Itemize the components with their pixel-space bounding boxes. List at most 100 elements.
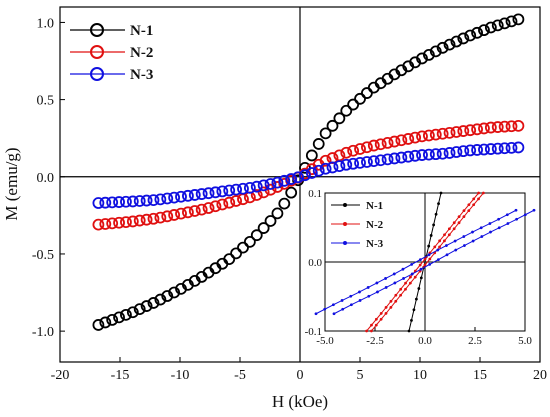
data-point xyxy=(92,218,105,231)
data-point xyxy=(147,212,160,225)
data-point xyxy=(381,153,394,166)
inset-data-point xyxy=(419,276,423,280)
data-point xyxy=(429,45,442,58)
data-point xyxy=(340,104,353,117)
data-point xyxy=(436,147,449,160)
inset-data-point xyxy=(314,312,318,316)
data-point xyxy=(154,211,167,224)
data-point xyxy=(347,157,360,170)
inset-data-point xyxy=(374,323,378,327)
inset-data-point xyxy=(332,312,336,316)
inset-data-point xyxy=(341,307,345,311)
inset-data-point xyxy=(402,277,405,280)
inset-data-point xyxy=(462,215,466,219)
data-point xyxy=(450,126,463,138)
data-point xyxy=(381,137,394,149)
data-point xyxy=(436,127,449,140)
data-point xyxy=(299,169,311,182)
data-point xyxy=(312,138,325,150)
inset-data-point xyxy=(452,221,456,225)
inset-data-point xyxy=(479,226,483,230)
inset-data-point xyxy=(323,307,327,311)
inset-data-point xyxy=(370,323,373,327)
inset-legend-label-n2: N-2 xyxy=(366,219,384,231)
inset-data-point xyxy=(374,317,378,321)
data-point xyxy=(285,186,298,199)
x-tick-label: 5 xyxy=(357,368,364,383)
data-point xyxy=(250,180,263,193)
data-point xyxy=(113,216,125,229)
inset-axis-ticks: -5.0 -2.5 0.0 2.5 5.0 -0.1 0.0 0.1 xyxy=(305,188,533,347)
data-point xyxy=(478,143,490,156)
series-n-3 xyxy=(92,141,525,209)
data-point xyxy=(195,188,208,200)
inset-data-point xyxy=(438,245,441,249)
x-tick-label: 0 xyxy=(297,368,304,383)
legend-marker-n1 xyxy=(90,23,104,37)
data-point xyxy=(243,181,256,194)
y-tick-label: 0.0 xyxy=(37,171,55,186)
data-point xyxy=(161,290,174,302)
x-axis-title: H (kOe) xyxy=(272,392,328,411)
data-point xyxy=(257,186,270,199)
data-point xyxy=(347,98,360,111)
data-point xyxy=(443,147,456,159)
data-point xyxy=(361,156,373,168)
inset-data-point xyxy=(472,203,476,207)
inset-legend-marker-n2 xyxy=(343,222,347,226)
data-point xyxy=(319,162,332,175)
inset-data-point xyxy=(393,281,397,285)
inset-data-point xyxy=(497,217,501,221)
inset-data-point xyxy=(366,286,370,289)
data-point xyxy=(126,306,139,319)
legend-label-n1: N-1 xyxy=(130,23,153,39)
inset-series-line xyxy=(408,192,442,332)
inset-data-point xyxy=(367,294,371,298)
inset-y-tick-label: 0.0 xyxy=(308,257,322,269)
data-point xyxy=(319,127,332,140)
data-point xyxy=(120,195,132,208)
data-point xyxy=(264,178,277,190)
inset-data-point xyxy=(506,222,510,225)
data-point xyxy=(319,154,332,167)
inset-data-point xyxy=(515,217,519,221)
inset-data-point xyxy=(462,209,466,213)
data-point xyxy=(230,183,243,196)
inset-data-point xyxy=(349,303,353,307)
inset-legend-label-n3: N-3 xyxy=(366,238,384,250)
data-point xyxy=(292,171,304,184)
inset-data-point xyxy=(384,311,388,315)
data-point xyxy=(285,173,298,185)
data-point xyxy=(340,146,353,159)
data-point xyxy=(450,35,463,48)
data-point xyxy=(326,161,339,174)
data-point xyxy=(367,155,380,168)
data-point xyxy=(92,197,105,209)
inset-data-point xyxy=(532,208,536,212)
main-legend: N-1 N-2 N-3 xyxy=(70,23,153,83)
inset-data-point xyxy=(480,235,484,238)
inset-legend-marker-n3 xyxy=(343,241,347,245)
data-point xyxy=(395,151,408,164)
inset-data-point xyxy=(384,277,387,280)
data-point xyxy=(312,164,325,177)
inset-legend: N-1 N-2 N-3 xyxy=(331,200,384,250)
inset-data-point xyxy=(379,317,383,321)
inset-data-point xyxy=(399,287,403,291)
inset-data-point xyxy=(376,290,379,294)
inset-y-tick-label: 0.1 xyxy=(308,188,322,200)
data-point xyxy=(512,13,525,26)
data-point xyxy=(99,218,112,230)
inset-data-point xyxy=(471,230,474,234)
data-point xyxy=(478,24,490,37)
inset-data-point xyxy=(445,244,448,247)
inset-data-point xyxy=(358,290,361,294)
inset-series-group xyxy=(314,191,536,333)
inset-data-point xyxy=(467,209,471,213)
data-point xyxy=(133,303,146,316)
inset-y-tick-label: -0.1 xyxy=(305,326,322,338)
data-point xyxy=(450,146,463,158)
inset-data-point xyxy=(447,227,451,231)
data-point xyxy=(264,215,277,227)
data-point xyxy=(402,133,415,145)
